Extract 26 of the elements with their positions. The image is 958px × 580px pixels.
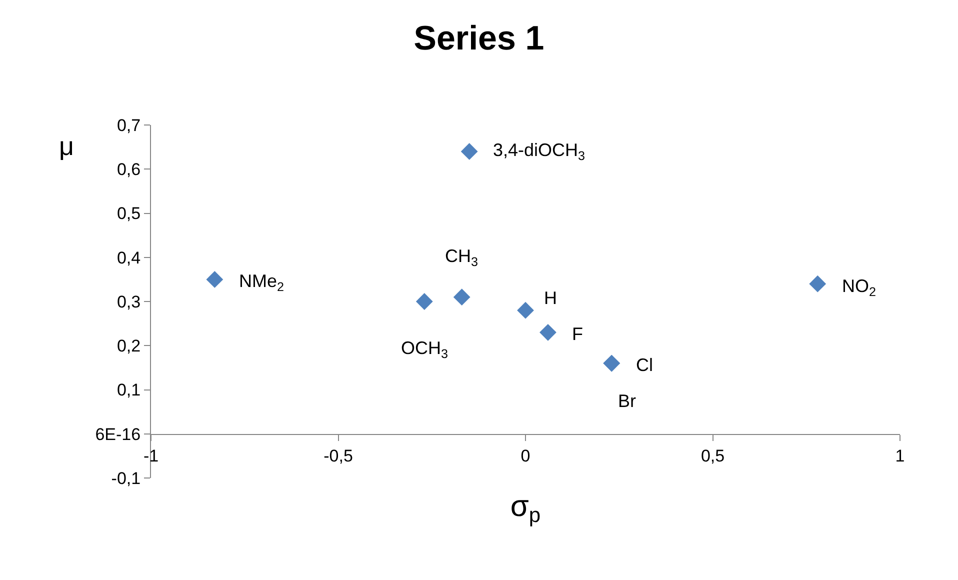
annotation: F	[572, 324, 583, 344]
annotation: 3,4-diOCH$_{3}$	[493, 140, 586, 163]
annotation: Cl	[636, 355, 653, 375]
x-tick-label: 1	[895, 446, 905, 466]
chart-title: Series 1	[414, 20, 544, 58]
y-tick-label: 0,1	[116, 380, 141, 400]
annotation: NO$_{2}$	[842, 276, 876, 299]
annotation: Br	[618, 391, 636, 411]
annotation: NMe$_{2}$	[239, 271, 284, 294]
y-tick-label: 0,4	[116, 248, 141, 268]
y-tick-label: 0,2	[116, 336, 141, 356]
annotation: OCH$_{3}$	[401, 338, 448, 361]
y-tick-label: 0,7	[116, 116, 141, 135]
annotation: H	[544, 288, 557, 308]
y-tick-label: 6E-16	[95, 424, 141, 444]
x-tick-label: -1	[143, 446, 159, 466]
y-tick-label: -0,1	[111, 468, 141, 488]
x-tick-label: 0	[520, 446, 530, 466]
y-tick-label: 0,3	[116, 292, 141, 312]
x-tick-label: 0,5	[700, 446, 725, 466]
x-axis-title: σ$_{p}$	[510, 490, 541, 528]
y-tick-label: 0,6	[116, 160, 141, 180]
y-axis-title: μ	[59, 131, 74, 161]
annotation: CH$_{3}$	[445, 246, 478, 269]
y-tick-label: 0,5	[116, 204, 141, 224]
x-tick-label: -0,5	[324, 446, 353, 466]
